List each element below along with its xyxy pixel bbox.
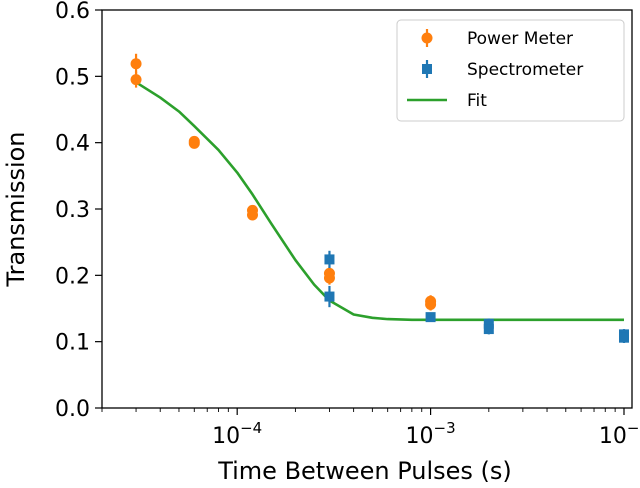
x-tick-base: 10 — [212, 424, 240, 449]
legend: Power Meter Spectrometer Fit — [396, 19, 625, 122]
data-point-spectrometer — [425, 312, 436, 323]
x-axis-label: Time Between Pulses (s) — [217, 457, 512, 485]
legend-label: Fit — [467, 91, 487, 111]
y-tick-label: 0.4 — [55, 132, 90, 157]
data-point-power-meter — [188, 137, 200, 149]
legend-label: Spectrometer — [467, 60, 583, 80]
points-layer — [130, 53, 629, 343]
y-tick-label: 0.5 — [55, 65, 90, 90]
x-tick-label: 10−4 — [212, 419, 262, 449]
data-point-spectrometer — [483, 324, 494, 335]
legend-box — [396, 19, 625, 122]
data-point-power-meter — [130, 74, 142, 86]
y-tick-label: 0.0 — [55, 397, 90, 422]
y-tick-label: 0.2 — [55, 264, 90, 289]
x-tick-base: 10 — [406, 424, 434, 449]
x-tick-label: 10−3 — [406, 419, 456, 449]
x-tick-base: 10 — [599, 424, 627, 449]
data-point-spectrometer — [324, 291, 335, 302]
legend-swatch-square — [422, 64, 432, 74]
y-tick-label: 0.1 — [55, 331, 90, 356]
x-tick-exponent: −2 — [627, 419, 640, 437]
data-point-power-meter — [130, 58, 142, 70]
legend-swatch-circle — [421, 32, 433, 44]
legend-label: Power Meter — [467, 29, 573, 49]
y-tick-label: 0.6 — [55, 0, 90, 24]
data-point-power-meter — [246, 209, 258, 221]
y-axis-label: Transmission — [2, 131, 30, 287]
data-point-power-meter — [425, 299, 437, 311]
y-tick-label: 0.3 — [55, 198, 90, 223]
x-tick-label: 10−2 — [599, 419, 640, 449]
x-tick-exponent: −3 — [434, 419, 456, 437]
data-point-spectrometer — [324, 254, 335, 265]
x-tick-exponent: −4 — [240, 419, 262, 437]
data-point-power-meter — [323, 272, 335, 284]
ticks-layer: 0.00.10.20.30.40.50.610−410−310−2 — [55, 0, 640, 449]
data-point-spectrometer — [618, 332, 629, 343]
